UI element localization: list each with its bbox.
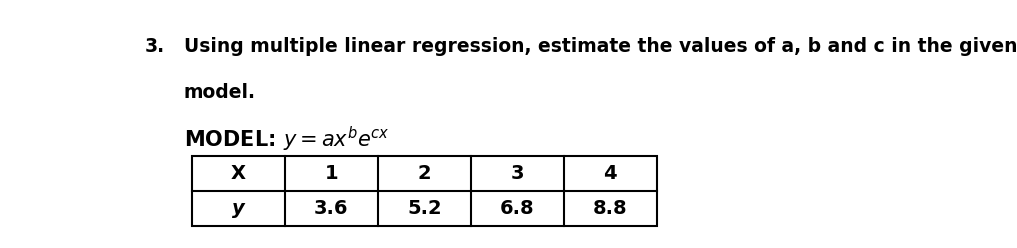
Text: 3.6: 3.6	[314, 199, 349, 218]
Text: 8.8: 8.8	[593, 199, 627, 218]
Text: 5.2: 5.2	[407, 199, 441, 218]
Text: 6.8: 6.8	[500, 199, 535, 218]
Text: X: X	[231, 164, 246, 183]
Text: 2: 2	[417, 164, 431, 183]
Text: model.: model.	[184, 83, 256, 102]
Text: Using multiple linear regression, estimate the values of a, b and c in the given: Using multiple linear regression, estima…	[184, 37, 1017, 56]
Text: 1: 1	[324, 164, 338, 183]
Text: 3: 3	[511, 164, 524, 183]
Text: y: y	[232, 199, 245, 218]
Text: 3.: 3.	[144, 37, 165, 56]
Text: MODEL: $y = ax^b e^{cx}$: MODEL: $y = ax^b e^{cx}$	[184, 125, 390, 155]
Text: 4: 4	[603, 164, 617, 183]
